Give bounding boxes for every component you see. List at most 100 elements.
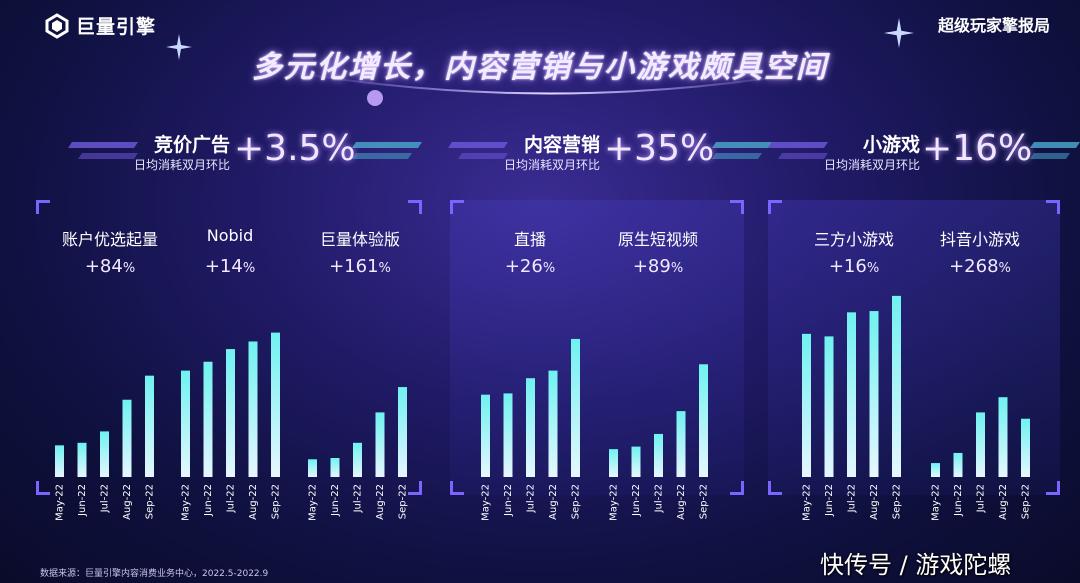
metric-name: 小游戏 (862, 134, 920, 156)
metric-sub: 日均消耗双月环比 (823, 158, 920, 172)
bar-原生短视频-Aug-22 (676, 411, 686, 477)
x-tick-label: May-22 (181, 484, 192, 521)
bar-三方小游戏-May-22 (802, 333, 811, 477)
x-tick-label: Jul-22 (654, 484, 665, 513)
x-tick-label: May-22 (481, 484, 492, 521)
metric-sub: 日均消耗双月环比 (503, 158, 600, 172)
series-growth: +268% (949, 256, 1011, 277)
x-tick-label: Sep-22 (145, 484, 156, 519)
x-tick-label: May-22 (931, 484, 942, 521)
metric-percent: +35% (604, 128, 715, 169)
series-label: 抖音小游戏 (939, 230, 1020, 249)
series-growth: +161% (329, 256, 391, 277)
bar-直播-Sep-22 (571, 338, 580, 477)
metric-name: 竞价广告 (153, 134, 230, 156)
panel-mini-games (768, 200, 1060, 495)
bar-Nobid-Aug-22 (248, 341, 258, 477)
series-label: 巨量体验版 (319, 230, 400, 249)
bar-巨量体验版-Jul-22 (353, 442, 362, 477)
bar-账户优选起量-Jul-22 (100, 431, 109, 477)
bar-原生短视频-Jun-22 (631, 446, 641, 477)
x-tick-label: Aug-22 (998, 484, 1009, 520)
x-tick-label: Jun-22 (953, 484, 964, 517)
metric-percent: +16% (922, 128, 1033, 169)
stripes-left-3 (768, 142, 828, 159)
x-tick-label: Jun-22 (77, 484, 88, 517)
title-glow-arc (279, 69, 821, 106)
x-tick-label: Jun-22 (330, 484, 341, 517)
x-tick-label: Sep-22 (571, 484, 582, 519)
x-tick-label: Jun-22 (203, 484, 214, 517)
bar-抖音小游戏-Jul-22 (976, 412, 985, 477)
x-tick-label: Sep-22 (699, 484, 710, 519)
sparkle-icon (166, 34, 192, 60)
bar-直播-Aug-22 (548, 370, 558, 477)
x-tick-label: Jun-22 (824, 484, 835, 517)
page-title: 多元化增长，内容营销与小游戏颇具空间 (252, 50, 828, 85)
series-growth: +84% (84, 256, 136, 277)
bar-账户优选起量-May-22 (55, 445, 64, 477)
series-label: 三方小游戏 (813, 230, 894, 249)
bar-账户优选起量-Jun-22 (77, 442, 87, 477)
bar-抖音小游戏-Jun-22 (953, 452, 963, 477)
x-tick-label: Aug-22 (676, 484, 687, 520)
x-tick-label: Jul-22 (226, 484, 237, 513)
series-label: 直播 (513, 230, 546, 249)
bar-原生短视频-May-22 (609, 449, 618, 477)
x-tick-label: May-22 (802, 484, 813, 521)
bar-抖音小游戏-Aug-22 (998, 397, 1008, 477)
stripes-right-2 (712, 142, 772, 159)
stripes-right-1 (352, 142, 422, 159)
x-tick-label: Sep-22 (1021, 484, 1032, 519)
x-tick-label: Jul-22 (976, 484, 987, 513)
x-tick-label: Sep-22 (398, 484, 409, 519)
bar-Nobid-Sep-22 (271, 332, 280, 477)
series-label: 原生短视频 (617, 230, 698, 249)
x-tick-label: Jul-22 (353, 484, 364, 513)
stripes-left-1 (68, 142, 138, 159)
bar-巨量体验版-Sep-22 (398, 387, 407, 477)
bar-Nobid-Jun-22 (203, 361, 213, 477)
x-tick-label: Aug-22 (248, 484, 259, 520)
bar-抖音小游戏-May-22 (931, 463, 940, 477)
x-tick-label: May-22 (55, 484, 66, 521)
bar-三方小游戏-Aug-22 (869, 311, 879, 477)
x-tick-label: Jun-22 (631, 484, 642, 517)
ocean-engine-logo-icon (45, 12, 69, 39)
logo: 巨量引擎 (44, 12, 156, 39)
series-label: Nobid (206, 226, 254, 245)
x-tick-label: Jul-22 (100, 484, 111, 513)
metric-content-marketing: 内容营销 日均消耗双月环比 (480, 130, 600, 180)
x-tick-label: Aug-22 (375, 484, 386, 520)
brand-label: 超级玩家擎报局 (937, 16, 1050, 35)
panel-content-marketing (450, 200, 744, 495)
logo-text: 巨量引擎 (76, 16, 157, 38)
metric-bidding-ads: 竞价广告 日均消耗双月环比 (110, 130, 230, 180)
top-bar: 巨量引擎 超级玩家擎报局 (0, 0, 1080, 50)
x-tick-label: Sep-22 (271, 484, 282, 519)
bar-账户优选起量-Aug-22 (122, 399, 132, 477)
series-label: 账户优选起量 (61, 230, 158, 249)
watermark: 快传号 / 游戏陀螺 (820, 551, 1012, 579)
bar-直播-Jul-22 (526, 378, 535, 477)
bar-Nobid-May-22 (181, 370, 190, 477)
bar-Nobid-Jul-22 (226, 349, 235, 477)
x-tick-label: Jul-22 (526, 484, 537, 513)
stripes-right-3 (1030, 142, 1080, 159)
series-growth: +16% (828, 256, 880, 277)
bar-三方小游戏-Sep-22 (892, 295, 901, 477)
bar-三方小游戏-Jun-22 (824, 336, 834, 477)
bar-账户优选起量-Sep-22 (145, 375, 154, 477)
x-tick-label: Aug-22 (869, 484, 880, 520)
series-growth: +14% (204, 256, 256, 277)
metric-mini-games: 小游戏 日均消耗双月环比 (800, 130, 920, 180)
bar-巨量体验版-Aug-22 (375, 412, 385, 477)
x-tick-label: Aug-22 (548, 484, 559, 520)
metric-name: 内容营销 (523, 134, 600, 156)
series-growth: +89% (632, 256, 684, 277)
x-tick-label: May-22 (609, 484, 620, 521)
bar-直播-May-22 (481, 394, 490, 477)
bar-直播-Jun-22 (503, 393, 513, 477)
